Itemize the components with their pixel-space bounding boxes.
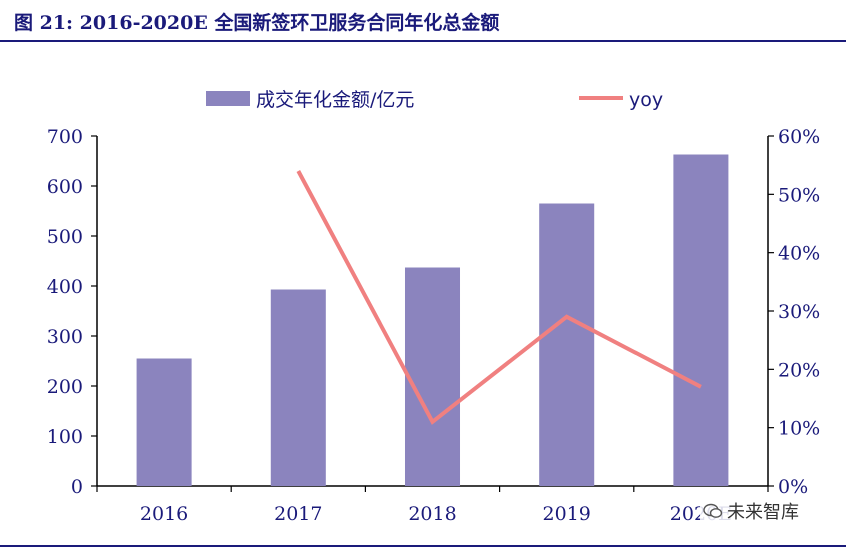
- x-tick-label: 2019: [543, 503, 591, 525]
- bottom-divider: [0, 545, 846, 547]
- left-tick-label: 0: [71, 476, 83, 498]
- legend-label-bar: 成交年化金额/亿元: [256, 89, 414, 111]
- axes-group: 0 100 200 300 400 500 600 700 0% 10% 20% 30% 40% 50% 6…: [47, 126, 821, 525]
- bar: [404, 267, 461, 486]
- bar: [136, 358, 192, 486]
- left-tick-label: 700: [47, 126, 83, 148]
- right-tick-label: 40%: [778, 243, 820, 265]
- x-tick-label: 2018: [408, 503, 456, 525]
- right-tick-label: 0%: [778, 476, 808, 498]
- left-tick-label: 200: [47, 376, 83, 398]
- chart-title: 图 21: 2016-2020E 全国新签环卫服务合同年化总金额: [14, 12, 500, 34]
- wechat-icon: [703, 503, 723, 518]
- left-tick-label: 600: [47, 176, 83, 198]
- right-tick-label: 30%: [778, 301, 820, 323]
- watermark-text: 未来智库: [727, 502, 799, 523]
- right-tick-label: 50%: [778, 184, 820, 206]
- legend: 成交年化金额/亿元 yoy: [206, 89, 663, 111]
- watermark: 未来智库: [700, 498, 802, 524]
- bar: [673, 154, 729, 486]
- bar-series: [136, 154, 729, 486]
- legend-swatch-bar: [206, 91, 250, 106]
- left-tick-label: 500: [47, 226, 83, 248]
- right-tick-label: 60%: [778, 126, 820, 148]
- right-tick-label: 20%: [778, 359, 820, 381]
- title-divider: [0, 40, 846, 42]
- legend-label-line: yoy: [629, 89, 663, 111]
- left-tick-label: 100: [47, 426, 83, 448]
- bar: [270, 289, 326, 486]
- x-tick-label: 2017: [274, 503, 322, 525]
- bar: [539, 203, 595, 486]
- right-tick-label: 10%: [778, 418, 820, 440]
- x-tick-label: 2016: [140, 503, 188, 525]
- yoy-line: [296, 170, 702, 425]
- left-tick-label: 400: [47, 276, 83, 298]
- left-tick-label: 300: [47, 326, 83, 348]
